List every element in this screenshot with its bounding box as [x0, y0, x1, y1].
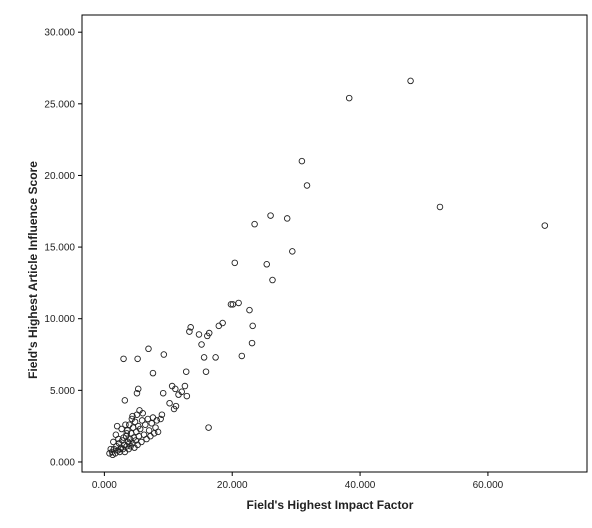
- data-point: [205, 329, 213, 337]
- data-point: [110, 438, 117, 446]
- data-point: [181, 382, 189, 390]
- data-point: [123, 430, 130, 437]
- x-tick-label: 20.000: [217, 480, 248, 491]
- data-points: [106, 77, 549, 459]
- data-point: [200, 354, 208, 361]
- data-point: [142, 421, 149, 428]
- y-tick-label: 5.000: [50, 386, 75, 397]
- data-point: [120, 434, 127, 441]
- data-point: [436, 203, 444, 211]
- data-point: [227, 301, 235, 308]
- data-point: [289, 248, 296, 255]
- x-axis-title: Field's Highest Impact Factor: [247, 498, 414, 512]
- data-point: [159, 389, 167, 397]
- data-point: [133, 389, 141, 397]
- data-point: [248, 339, 256, 347]
- data-point: [182, 368, 190, 375]
- data-point: [219, 319, 226, 327]
- y-tick-label: 15.000: [44, 243, 75, 254]
- data-point: [267, 212, 274, 219]
- data-point: [172, 385, 179, 393]
- data-point: [166, 399, 173, 407]
- data-point: [235, 299, 242, 307]
- data-point: [134, 355, 141, 363]
- x-tick-label: 0.000: [92, 480, 117, 491]
- data-point: [158, 411, 166, 418]
- y-tick-label: 0.000: [50, 457, 75, 468]
- data-point: [139, 410, 146, 417]
- data-point: [198, 341, 205, 348]
- x-tick-label: 60.000: [473, 480, 504, 491]
- data-point: [145, 345, 152, 353]
- data-point: [345, 94, 353, 102]
- data-point: [138, 417, 146, 424]
- y-tick-label: 30.000: [44, 28, 75, 39]
- data-point: [231, 259, 239, 267]
- data-point: [170, 405, 178, 413]
- data-point: [122, 421, 129, 428]
- data-point: [136, 425, 144, 433]
- y-tick-label: 25.000: [44, 99, 75, 110]
- data-point: [187, 324, 194, 331]
- data-point: [212, 354, 219, 361]
- data-point: [541, 222, 549, 229]
- data-point: [205, 424, 212, 431]
- data-point: [251, 220, 258, 228]
- data-point: [118, 425, 125, 433]
- data-point: [160, 351, 168, 358]
- data-point: [407, 77, 414, 85]
- data-point: [113, 422, 121, 430]
- data-point: [303, 182, 311, 189]
- data-point: [283, 215, 291, 222]
- data-point: [153, 417, 161, 424]
- data-point: [154, 428, 162, 436]
- data-point: [135, 385, 142, 393]
- data-point: [109, 451, 116, 459]
- y-tick-label: 20.000: [44, 171, 75, 182]
- data-point: [157, 415, 164, 423]
- data-point: [195, 331, 203, 338]
- data-point: [107, 445, 115, 453]
- data-point: [186, 328, 193, 335]
- data-point: [249, 322, 256, 330]
- y-tick-label: 10.000: [44, 314, 75, 325]
- data-point: [117, 445, 124, 453]
- x-tick-label: 40.000: [345, 480, 376, 491]
- data-point: [298, 157, 306, 165]
- data-point: [132, 437, 139, 444]
- data-point: [229, 301, 237, 308]
- data-point: [138, 438, 145, 446]
- data-point: [238, 352, 246, 360]
- data-point: [129, 412, 136, 420]
- y-axis-title: Field's Highest Article Influence Score: [26, 161, 40, 379]
- x-axis-ticks: 0.000 20.000 40.000 60.000: [92, 472, 504, 491]
- data-point: [126, 440, 133, 447]
- data-point: [246, 306, 253, 314]
- data-point: [202, 368, 210, 375]
- y-axis-ticks: 0.000 5.000 10.000 15.000 20.000 25.000 30.000: [44, 28, 82, 468]
- data-point: [131, 418, 139, 426]
- data-point: [269, 276, 276, 284]
- data-point: [178, 388, 185, 396]
- data-point: [121, 397, 129, 404]
- data-point: [263, 261, 270, 268]
- data-point: [183, 392, 191, 400]
- plot-area: [81, 14, 588, 473]
- data-point: [149, 369, 157, 377]
- data-point: [120, 355, 127, 363]
